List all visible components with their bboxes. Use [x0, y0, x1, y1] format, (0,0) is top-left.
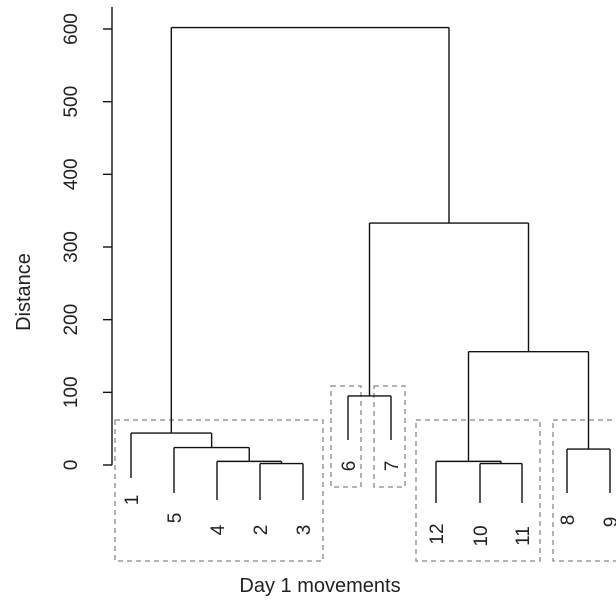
x-axis-title: Day 1 movements	[239, 575, 400, 597]
leaf-label-12: 12	[427, 523, 448, 544]
y-tick-label: 300	[61, 231, 82, 263]
leaf-label-11: 11	[513, 526, 534, 546]
y-axis: 0 100 200 300 400 500 600	[61, 7, 113, 471]
dendrogram-links	[130, 26, 611, 503]
y-tick-label: 400	[61, 158, 82, 190]
y-tick-label: 500	[61, 86, 82, 118]
leaf-labels: 1 5 4 2 3 6 7 12 10 11 8 9	[122, 461, 616, 547]
cluster-boxes	[114, 385, 616, 562]
leaf-label-4: 4	[208, 524, 229, 535]
y-tick-label: 600	[61, 13, 82, 45]
leaf-label-9: 9	[601, 517, 616, 528]
y-tick-label: 0	[61, 460, 82, 471]
leaf-label-6: 6	[339, 461, 360, 472]
y-tick-label: 100	[61, 376, 82, 408]
cluster-box-6	[330, 385, 362, 488]
leaf-label-10: 10	[471, 525, 492, 546]
leaf-label-8: 8	[558, 515, 579, 526]
leaf-label-5: 5	[165, 513, 186, 524]
cluster-box-12-10-11	[415, 419, 541, 562]
leaf-label-7: 7	[382, 461, 403, 472]
y-axis-title: Distance	[13, 253, 35, 331]
leaf-label-1: 1	[122, 495, 143, 506]
cluster-box-1-5-4-2-3	[114, 419, 324, 562]
cluster-box-7	[373, 385, 406, 488]
y-tick-label: 200	[61, 304, 82, 336]
leaf-label-3: 3	[294, 525, 315, 536]
leaf-label-2: 2	[251, 525, 272, 536]
cluster-box-8-9	[552, 419, 616, 562]
